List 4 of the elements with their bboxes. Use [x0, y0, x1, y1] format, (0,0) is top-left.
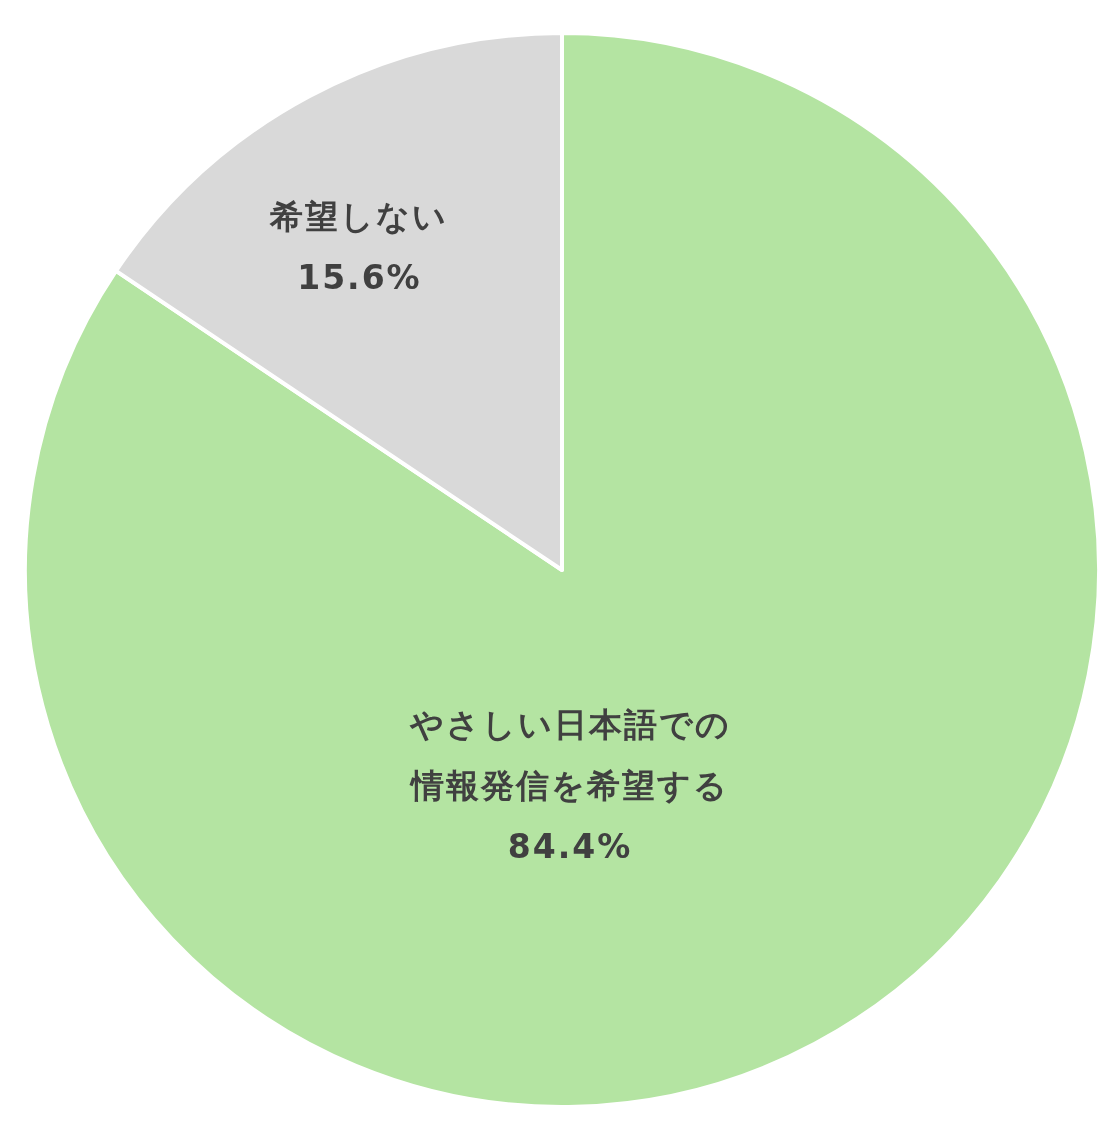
data-label: 84.4%	[507, 826, 633, 866]
data-label: 15.6%	[297, 258, 422, 298]
slice-label: 希望しない	[270, 197, 449, 237]
slice-label: やさしい日本語での情報発信を希望する	[409, 704, 731, 805]
